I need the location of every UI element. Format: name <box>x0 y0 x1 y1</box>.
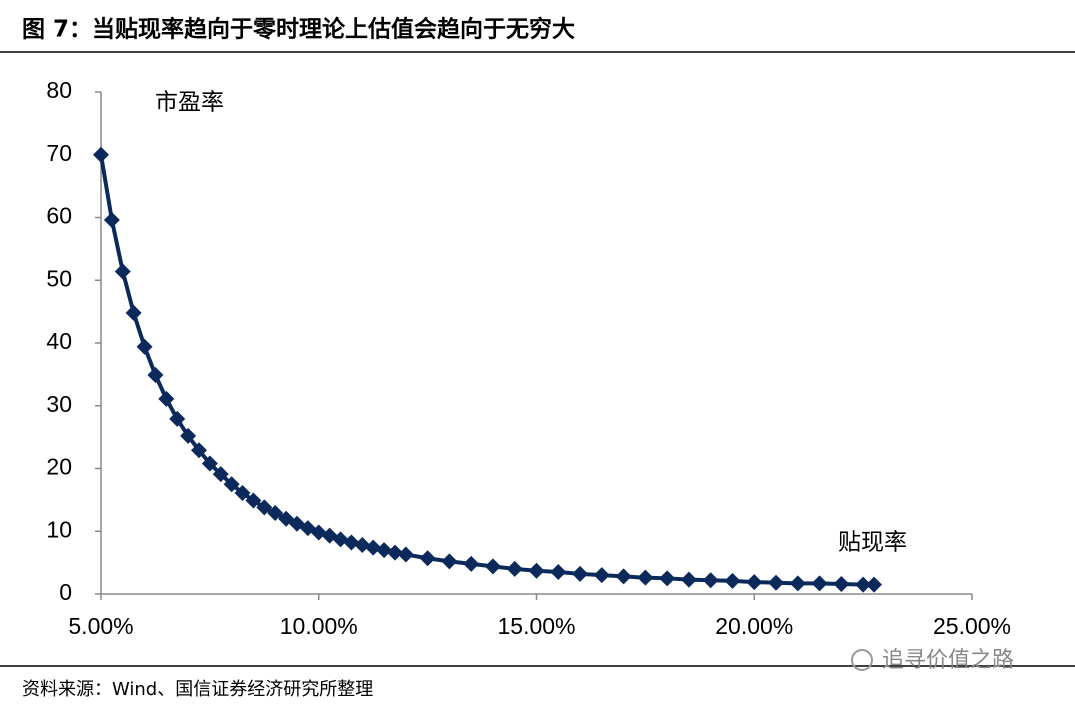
source-note: 资料来源：Wind、国信证券经济研究所整理 <box>22 679 373 700</box>
data-point <box>702 572 719 589</box>
data-point <box>354 537 371 554</box>
x-tick-label: 10.00% <box>280 613 358 639</box>
x-axis-label: 贴现率 <box>838 530 907 556</box>
data-point <box>125 304 142 321</box>
data-point <box>212 466 229 483</box>
data-point <box>811 575 828 592</box>
y-tick-label: 20 <box>46 454 72 480</box>
data-point <box>724 572 741 589</box>
data-point <box>386 544 403 561</box>
data-point <box>659 570 676 587</box>
data-point <box>463 555 480 572</box>
data-point <box>158 390 175 407</box>
data-point <box>441 553 458 570</box>
x-tick-label: 25.00% <box>933 613 1011 639</box>
data-point <box>833 575 850 592</box>
data-point <box>397 546 414 563</box>
data-line <box>99 154 875 587</box>
data-point <box>484 558 501 575</box>
data-point <box>376 542 393 559</box>
y-tick-label: 10 <box>46 516 72 542</box>
data-point <box>245 492 262 509</box>
data-point <box>201 455 218 472</box>
y-tick-label: 0 <box>59 579 72 605</box>
data-point <box>93 146 109 163</box>
data-point <box>528 562 545 579</box>
y-tick-label: 30 <box>46 391 72 417</box>
data-point <box>506 560 523 577</box>
x-tick-label: 15.00% <box>497 613 575 639</box>
data-point <box>789 575 806 592</box>
data-point <box>768 574 785 591</box>
data-point <box>256 499 273 516</box>
data-point <box>419 550 436 567</box>
data-point <box>147 367 164 384</box>
data-point <box>855 576 872 593</box>
x-tick-label: 20.00% <box>715 613 793 639</box>
data-point <box>680 571 697 588</box>
data-point <box>114 263 131 280</box>
y-tick-label: 80 <box>46 77 72 103</box>
watermark: 追寻价值之路 <box>882 648 1014 673</box>
data-point <box>866 576 883 593</box>
data-point <box>593 567 610 584</box>
data-point <box>746 574 763 591</box>
data-point <box>190 442 207 459</box>
data-point <box>180 427 197 444</box>
chart-title: 图 7：当贴现率趋向于零时理论上估值会趋向于无穷大 <box>22 16 575 43</box>
y-tick-label: 70 <box>46 140 72 166</box>
data-point <box>550 564 567 581</box>
watermark-icon <box>851 649 873 671</box>
data-point <box>103 212 120 229</box>
data-point <box>365 539 382 556</box>
data-point <box>572 565 589 582</box>
data-point <box>343 534 360 551</box>
y-tick-label: 50 <box>46 265 72 291</box>
y-axis-label: 市盈率 <box>155 90 224 116</box>
data-point <box>169 410 186 427</box>
data-point <box>234 484 251 501</box>
data-point <box>136 338 153 355</box>
data-point <box>615 568 632 585</box>
data-point <box>637 569 654 586</box>
data-point <box>267 505 284 522</box>
y-tick-label: 60 <box>46 203 72 229</box>
x-tick-label: 5.00% <box>68 613 133 639</box>
data-point <box>223 476 240 493</box>
y-tick-label: 40 <box>46 328 72 354</box>
